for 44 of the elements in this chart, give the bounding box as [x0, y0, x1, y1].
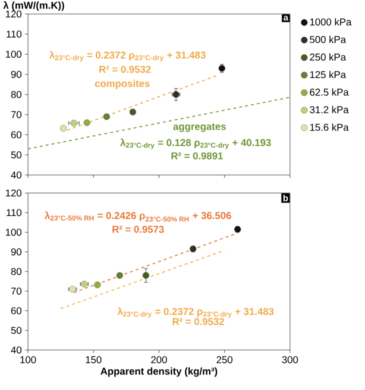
legend-label: 15.6 kPa — [310, 123, 349, 131]
y-tick-label: 80 — [11, 268, 22, 276]
y-tick-label: 100 — [6, 50, 22, 58]
y-tick-label: 120 — [6, 10, 22, 18]
legend-label: 125 kPa — [310, 70, 346, 78]
y-tick-label: 40 — [10, 171, 22, 179]
legend-label: 250 kPa — [310, 53, 346, 61]
y-tick-label: 110 — [6, 209, 22, 216]
legend-label: 500 kPa — [310, 36, 346, 44]
y-tick-label: 70 — [11, 111, 22, 118]
annotation: composites — [95, 80, 150, 90]
y-tick-label: 60 — [11, 131, 22, 138]
x-tick-label: 150 — [86, 356, 102, 364]
x-tick-label: 300 — [282, 356, 298, 364]
y-tick-label: 70 — [11, 288, 22, 295]
annotation: aggregates — [173, 123, 226, 132]
y-tick-label: 110 — [6, 30, 22, 38]
y-axis-title: λ (mW/(m.K)) — [3, 1, 64, 11]
y-tick-label: 120 — [6, 189, 22, 197]
y-tick-label: 100 — [6, 228, 22, 236]
x-tick-label: 200 — [151, 356, 167, 364]
x-tick-label: 250 — [216, 356, 232, 364]
x-axis-title: Apparent density (kg/m³) — [100, 367, 218, 377]
annotation: R² = 0.9573 — [112, 226, 164, 233]
annotation: R² = 0.9891 — [171, 152, 223, 160]
x-tick-label: 100 — [20, 356, 36, 364]
legend-label: 31.2 kPa — [310, 106, 349, 114]
y-tick-label: 80 — [11, 90, 22, 98]
y-tick-label: 50 — [11, 326, 22, 334]
y-tick-label: 50 — [11, 151, 22, 158]
annotation: R² = 0.9532 — [99, 66, 151, 73]
annotation: $\text{λ}_{\text{23°C-50\% RH}}\text{ = 0.2426 ρ}_{\text{23°C-50\% RH}}\text{ + 36.506}$ — [44, 211, 232, 222]
y-tick-label: 40 — [10, 346, 22, 354]
annotation: λ$_{23°C-dry}$ = 0.128 ρ$_{23°C-dry}$ + 40.193 — [120, 138, 271, 150]
legend-label: 62.5 kPa — [310, 88, 349, 96]
y-tick-label: 90 — [11, 70, 22, 78]
annotation: R² = 0.9532 — [172, 318, 224, 326]
legend-label: 1000 kPa — [310, 18, 352, 26]
annotation: b — [283, 194, 288, 202]
annotation: λ$_{23°C-dry}$ = 0.2372 ρ$_{23°C-dry}$ + 31.483 — [49, 50, 206, 62]
annotation: a — [284, 16, 288, 21]
y-tick-label: 60 — [11, 307, 22, 314]
y-tick-label: 90 — [11, 248, 22, 256]
annotation: λ$_{23°C-dry}$ = 0.2372 ρ$_{23°C-dry}$ + 31.483 — [117, 307, 274, 318]
